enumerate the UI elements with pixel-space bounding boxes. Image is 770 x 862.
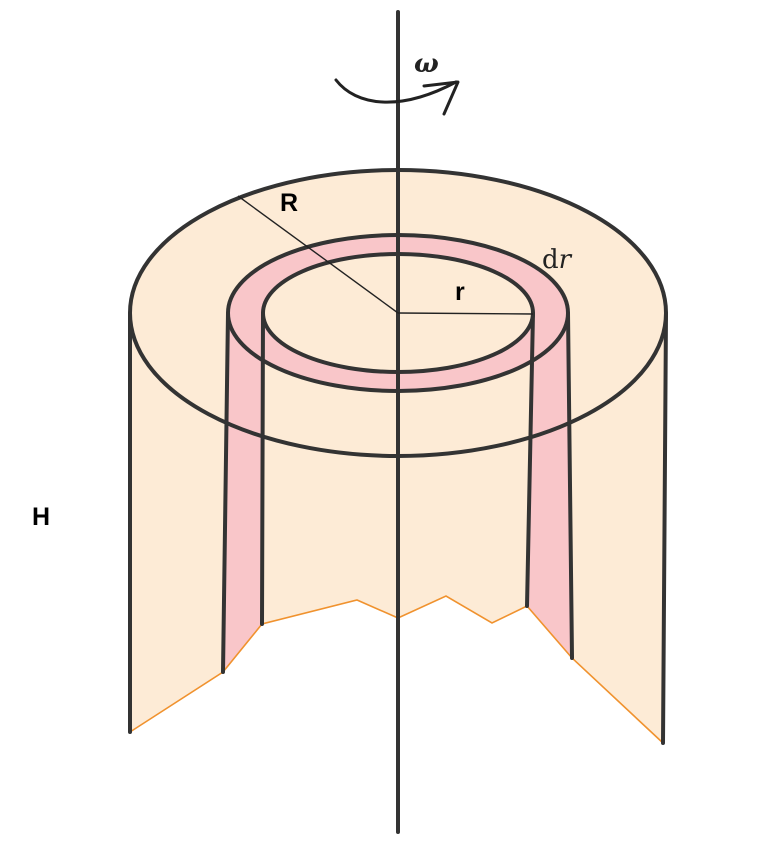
inner-radius-label: r bbox=[455, 278, 465, 306]
height-label: H bbox=[32, 503, 50, 531]
shell-strip-left bbox=[223, 313, 263, 672]
rotation-arrow bbox=[334, 78, 458, 104]
shell-right-outer-edge bbox=[566, 311, 574, 660]
shell-right-inner-edge bbox=[525, 311, 535, 608]
shell-left-inner-edge bbox=[260, 311, 265, 626]
shell-thickness-var: r bbox=[559, 245, 573, 275]
inner-radius-line bbox=[397, 312, 534, 315]
omega-label: ω bbox=[414, 49, 439, 79]
outer-right-edge bbox=[661, 311, 668, 745]
bottom-cut-edge bbox=[129, 595, 664, 744]
shell-thickness-d: d bbox=[542, 245, 559, 275]
shell-left-outer-edge bbox=[221, 311, 230, 674]
outer-radius-label: R bbox=[280, 189, 298, 217]
shell-thickness-label: dr bbox=[542, 245, 573, 275]
rotation-arrowhead bbox=[422, 80, 460, 116]
shell-strip-right bbox=[527, 313, 572, 658]
outer-radius-line bbox=[237, 195, 399, 314]
